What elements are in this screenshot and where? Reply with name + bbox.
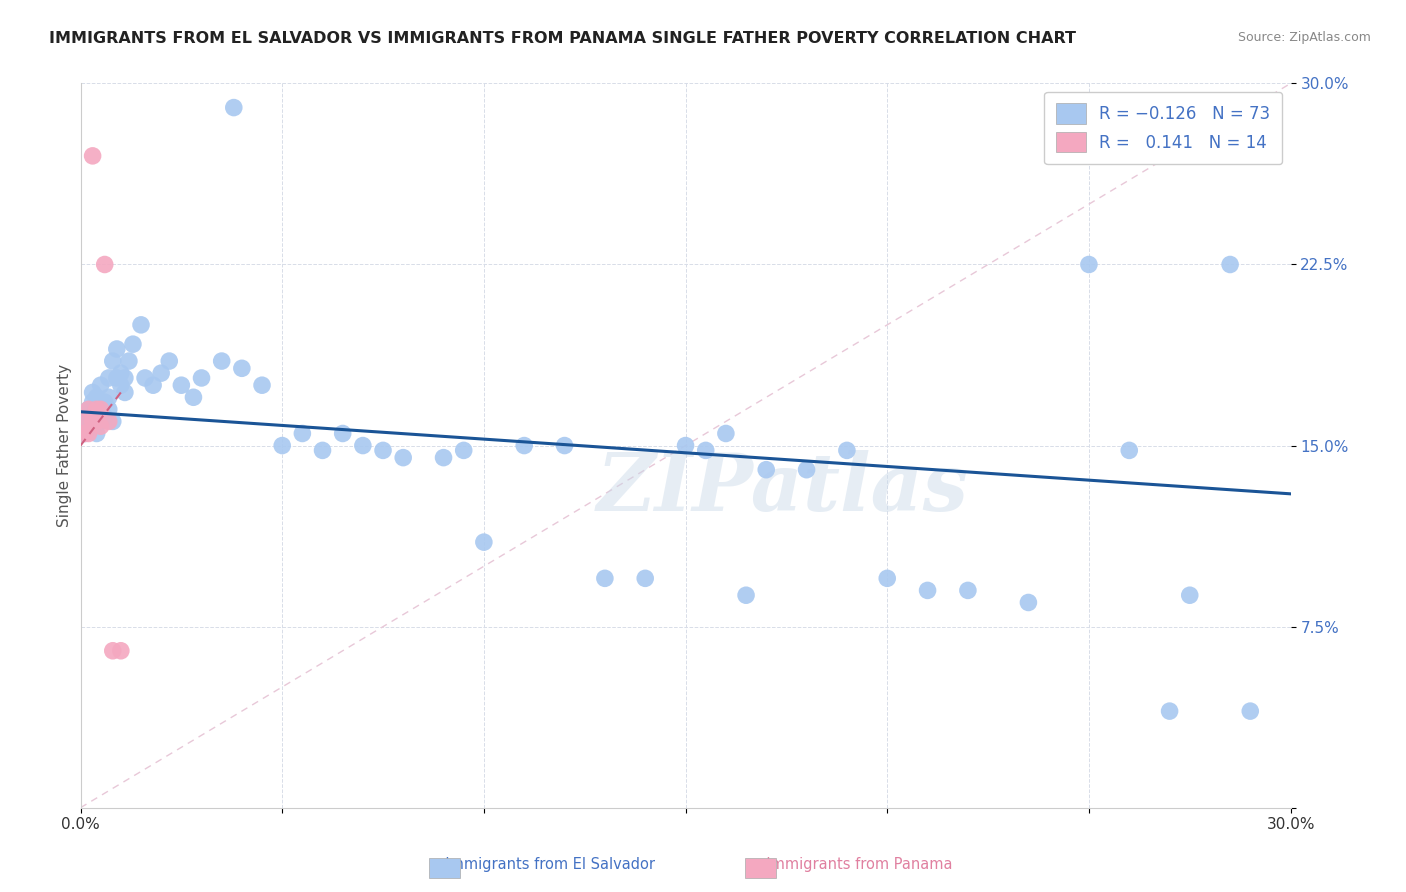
- Point: [97, 371, 120, 385]
- Point: [142, 378, 165, 392]
- Point: [90, 378, 112, 392]
- Legend: R = −0.126   N = 73, R =   0.141   N = 14: R = −0.126 N = 73, R = 0.141 N = 14: [1045, 92, 1282, 164]
- Point: [82, 414, 104, 428]
- Point: [170, 378, 193, 392]
- Point: [917, 583, 939, 598]
- Point: [183, 390, 205, 404]
- Point: [118, 354, 141, 368]
- Point: [1219, 258, 1241, 272]
- Point: [101, 354, 124, 368]
- Text: Source: ZipAtlas.com: Source: ZipAtlas.com: [1237, 31, 1371, 45]
- Point: [82, 414, 104, 428]
- Point: [82, 385, 104, 400]
- Point: [755, 463, 778, 477]
- Point: [77, 419, 100, 434]
- Point: [150, 366, 173, 380]
- Point: [714, 426, 737, 441]
- Point: [371, 443, 394, 458]
- Text: IMMIGRANTS FROM EL SALVADOR VS IMMIGRANTS FROM PANAMA SINGLE FATHER POVERTY CORR: IMMIGRANTS FROM EL SALVADOR VS IMMIGRANT…: [49, 31, 1076, 46]
- Point: [73, 426, 96, 441]
- Point: [1017, 595, 1039, 609]
- Point: [271, 439, 294, 453]
- Point: [93, 258, 115, 272]
- Point: [250, 378, 273, 392]
- Point: [554, 439, 576, 453]
- Point: [93, 409, 115, 424]
- Point: [73, 414, 96, 428]
- Point: [1118, 443, 1140, 458]
- Text: ZIPatlas: ZIPatlas: [596, 450, 969, 528]
- Point: [311, 443, 333, 458]
- Point: [122, 337, 145, 351]
- Point: [110, 644, 132, 658]
- Point: [90, 419, 112, 434]
- Point: [157, 354, 180, 368]
- Point: [876, 571, 898, 585]
- Point: [90, 402, 112, 417]
- Point: [735, 588, 758, 602]
- Point: [86, 402, 108, 417]
- Point: [73, 414, 96, 428]
- Point: [110, 378, 132, 392]
- Point: [835, 443, 858, 458]
- Point: [134, 371, 156, 385]
- Point: [77, 409, 100, 424]
- Point: [392, 450, 415, 465]
- Point: [77, 426, 100, 441]
- Point: [105, 371, 128, 385]
- Point: [97, 414, 120, 428]
- Point: [1159, 704, 1181, 718]
- Point: [101, 414, 124, 428]
- Point: [352, 439, 374, 453]
- Point: [695, 443, 717, 458]
- Point: [101, 644, 124, 658]
- Point: [1239, 704, 1261, 718]
- Point: [82, 395, 104, 409]
- Point: [453, 443, 475, 458]
- Point: [86, 426, 108, 441]
- Point: [97, 390, 120, 404]
- Point: [432, 450, 454, 465]
- Point: [86, 409, 108, 424]
- Point: [90, 402, 112, 417]
- Point: [291, 426, 314, 441]
- Point: [956, 583, 979, 598]
- Point: [634, 571, 657, 585]
- Point: [222, 101, 245, 115]
- Point: [97, 402, 120, 417]
- Point: [82, 149, 104, 163]
- Text: Immigrants from Panama: Immigrants from Panama: [734, 857, 953, 872]
- Point: [675, 439, 697, 453]
- Point: [77, 402, 100, 417]
- Point: [82, 402, 104, 417]
- Point: [86, 414, 108, 428]
- Point: [1178, 588, 1201, 602]
- Point: [211, 354, 233, 368]
- Point: [110, 366, 132, 380]
- Point: [231, 361, 253, 376]
- Point: [86, 390, 108, 404]
- Y-axis label: Single Father Poverty: Single Father Poverty: [58, 364, 72, 527]
- Point: [472, 535, 495, 549]
- Text: Immigrants from El Salvador: Immigrants from El Salvador: [413, 857, 655, 872]
- Point: [593, 571, 616, 585]
- Point: [190, 371, 212, 385]
- Point: [77, 402, 100, 417]
- Point: [93, 395, 115, 409]
- Point: [513, 439, 536, 453]
- Point: [114, 371, 136, 385]
- Point: [73, 426, 96, 441]
- Point: [129, 318, 152, 332]
- Point: [105, 342, 128, 356]
- Point: [1077, 258, 1099, 272]
- Point: [332, 426, 354, 441]
- Point: [114, 385, 136, 400]
- Point: [796, 463, 818, 477]
- Point: [90, 414, 112, 428]
